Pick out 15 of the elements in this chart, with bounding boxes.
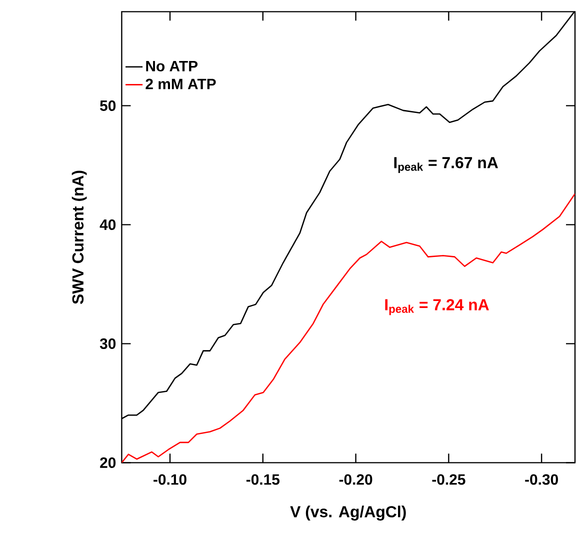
y-tick-label: 20 [100,457,116,468]
x-tick-label: -0.20 [339,474,372,485]
y-tick-label: 50 [100,100,116,111]
x-tick-label: -0.15 [246,474,280,485]
x-tick-label: -0.30 [525,474,558,485]
y-tick-label: 40 [100,219,116,230]
annotation: I$_{peak}$ = 7.67 nA [394,157,498,174]
y-tick-label: 30 [100,338,116,349]
x-tick-label: -0.10 [154,474,186,485]
x-axis-title: V (vs. Ag/AgCl) [290,506,406,521]
y-axis-title: SWV Current (nA) [72,170,87,304]
annotation: I$_{peak}$ = 7.24 nA [385,299,489,316]
legend-label: 2 mM ATP [146,78,216,90]
x-tick-label: -0.25 [432,474,466,485]
legend-label: No ATP [146,60,198,72]
